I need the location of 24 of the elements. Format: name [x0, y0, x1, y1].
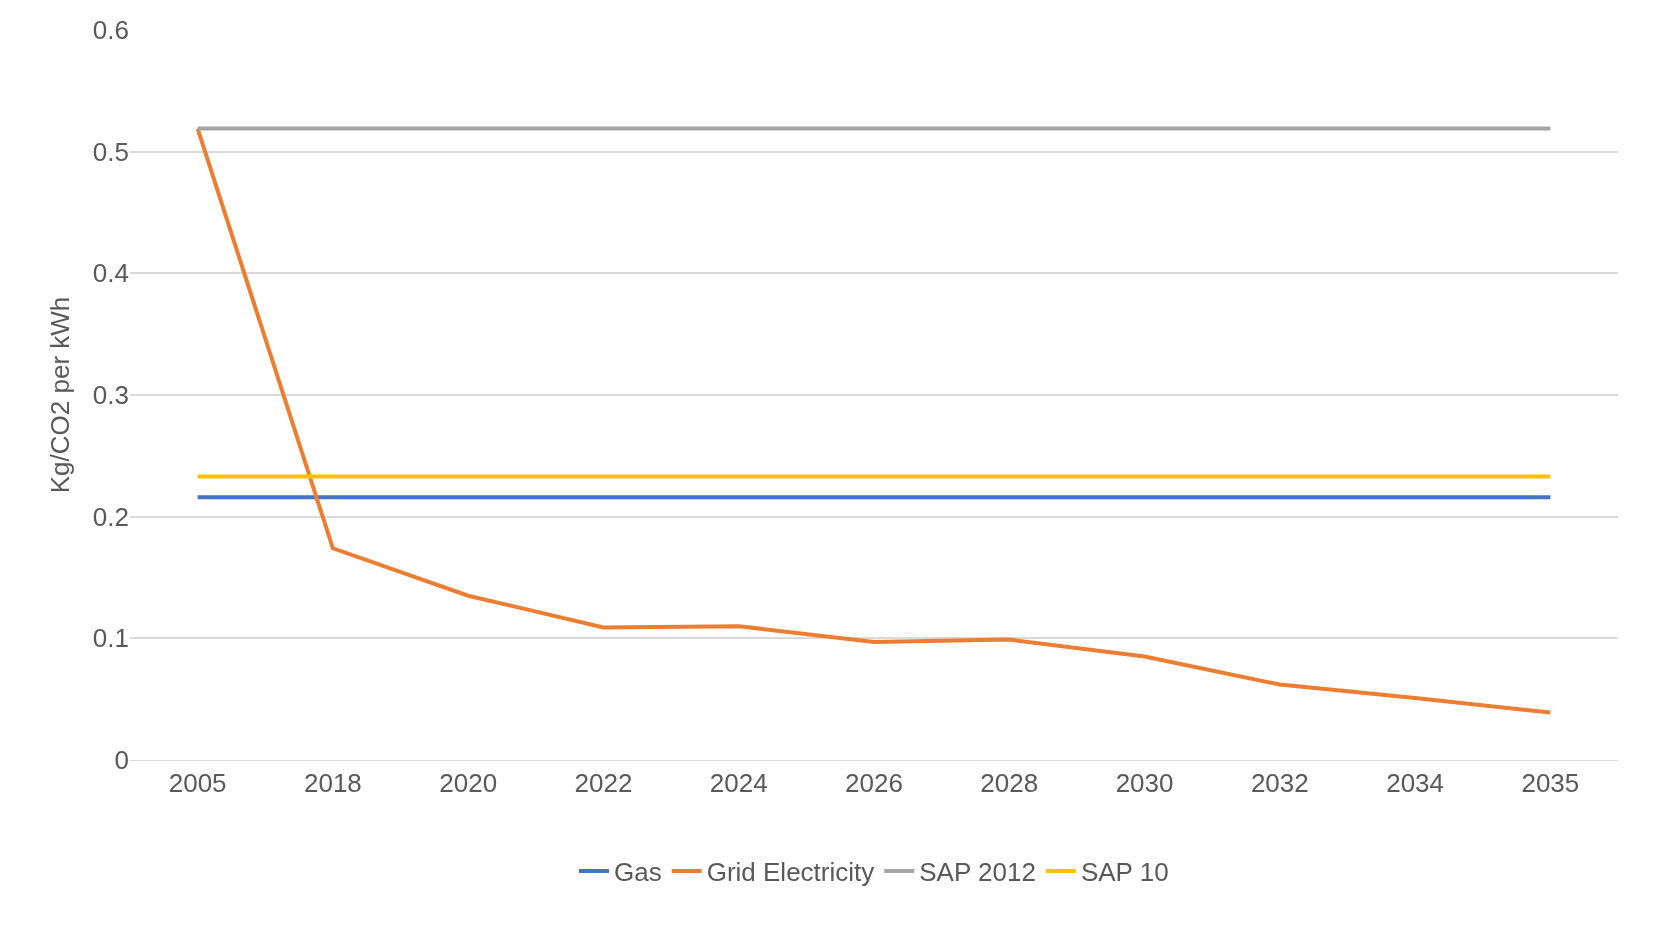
x-tick-label: 2028: [980, 768, 1039, 799]
x-tick-label: 2026: [845, 768, 903, 799]
y-tick-label: 0.2: [92, 501, 129, 532]
y-tick-label: 0.3: [92, 380, 129, 411]
y-tick-label: 0.6: [92, 15, 129, 46]
x-tick-label: 2034: [1386, 768, 1445, 799]
line-series: [195, 126, 1553, 715]
x-tick-label: 2032: [1250, 768, 1309, 799]
legend-label: SAP 10: [1080, 857, 1169, 888]
legend-label: SAP 2012: [919, 857, 1036, 888]
y-axis-title: Kg/CO2 per kWh: [45, 296, 76, 494]
x-tick-label: 2018: [303, 768, 362, 799]
x-tick-label: 2022: [574, 768, 633, 799]
y-tick-label: 0.5: [92, 136, 129, 167]
x-tick-label: 2005: [168, 768, 227, 799]
y-tick-label: 0: [114, 745, 129, 776]
legend-label: Gas: [614, 857, 662, 888]
x-tick-label: 2035: [1521, 768, 1580, 799]
y-tick-label: 0.1: [92, 623, 129, 654]
y-tick-label: 0.4: [92, 258, 129, 289]
x-tick-label: 2020: [439, 768, 498, 799]
x-tick-label: 2024: [709, 768, 768, 799]
legend-label: Grid Electricity: [706, 857, 875, 888]
x-tick-label: 2030: [1115, 768, 1174, 799]
